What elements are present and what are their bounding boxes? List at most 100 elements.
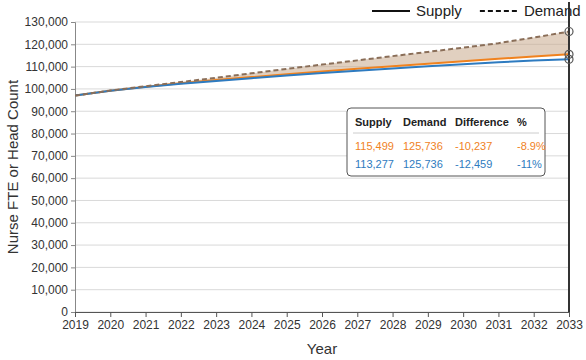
x-tick: 2020: [97, 312, 124, 332]
x-tick-label: 2022: [168, 318, 195, 332]
x-tick-mark: [393, 312, 394, 317]
x-tick: 2026: [309, 312, 336, 332]
y-tick-mark: [71, 67, 75, 68]
x-tick-mark: [251, 312, 252, 317]
y-tick-label: 70,000: [31, 149, 68, 163]
y-axis: 010,00020,00030,00040,00050,00060,00070,…: [25, 15, 76, 319]
y-tick: 60,000: [31, 171, 75, 185]
x-tick-mark: [181, 312, 182, 317]
y-tick: 90,000: [31, 105, 75, 119]
y-tick-mark: [71, 156, 75, 157]
x-tick: 2023: [203, 312, 230, 332]
x-tick: 2029: [415, 312, 442, 332]
y-tick: 80,000: [31, 127, 75, 141]
y-tick: 50,000: [31, 194, 75, 208]
grid-line: [75, 88, 569, 89]
table-header: Demand: [403, 116, 446, 128]
y-tick-mark: [71, 245, 75, 246]
y-tick: 10,000: [31, 283, 75, 297]
grid-line: [75, 222, 569, 223]
x-tick-label: 2029: [415, 318, 442, 332]
table-header: Difference: [455, 116, 509, 128]
x-tick-label: 2019: [62, 318, 89, 332]
x-tick-label: 2027: [344, 318, 371, 332]
y-tick-label: 130,000: [25, 15, 69, 29]
table-header: %: [517, 116, 527, 128]
y-tick-mark: [71, 22, 75, 23]
grid-line: [75, 22, 569, 23]
x-tick-mark: [463, 312, 464, 317]
x-tick-mark: [110, 312, 111, 317]
y-tick-mark: [71, 223, 75, 224]
grid-line: [75, 200, 569, 201]
x-tick-mark: [498, 312, 499, 317]
x-tick-mark: [357, 312, 358, 317]
x-tick-mark: [216, 312, 217, 317]
table-cell: -11%: [517, 158, 542, 170]
end-marker: [565, 28, 573, 36]
y-tick-label: 40,000: [31, 216, 68, 230]
cursor-line: [568, 2, 570, 312]
y-tick-label: 10,000: [31, 283, 68, 297]
y-tick: 20,000: [31, 261, 75, 275]
x-tick-label: 2026: [309, 318, 336, 332]
x-tick-mark: [146, 312, 147, 317]
y-tick-label: 80,000: [31, 127, 68, 141]
grid-line: [75, 245, 569, 246]
legend-label: Supply: [416, 2, 462, 19]
x-axis-title: Year: [307, 340, 337, 357]
grid-line: [75, 267, 569, 268]
y-tick-mark: [71, 290, 75, 291]
table-cell: 113,277: [355, 158, 394, 170]
y-tick-mark: [71, 111, 75, 112]
table-cell: 115,499: [355, 140, 394, 152]
x-tick-label: 2031: [486, 318, 513, 332]
legend-swatch: [480, 10, 518, 12]
series-line: [75, 54, 569, 95]
annotation-table: SupplyDemandDifference%115,499125,736-10…: [347, 108, 546, 176]
x-tick-label: 2033: [556, 318, 583, 332]
table-header: Supply: [355, 116, 393, 128]
x-tick-label: 2021: [133, 318, 160, 332]
y-tick-mark: [71, 89, 75, 90]
x-tick-label: 2032: [521, 318, 548, 332]
y-axis-title: Nurse FTE or Head Count: [4, 79, 21, 254]
table-cell: -8.9%: [517, 140, 546, 152]
y-axis-line: [71, 23, 76, 313]
table-cell: -12,459: [455, 158, 492, 170]
y-tick-label: 110,000: [26, 60, 69, 74]
x-tick: 2031: [486, 312, 513, 332]
grid-line: [75, 178, 569, 179]
y-tick-mark: [71, 312, 75, 313]
plot-area: [75, 32, 569, 96]
y-tick-label: 20,000: [31, 261, 68, 275]
y-tick: 100,000: [25, 82, 75, 96]
x-tick-label: 2028: [380, 318, 407, 332]
y-tick-label: 100,000: [25, 82, 69, 96]
y-tick-label: 90,000: [31, 105, 68, 119]
y-tick: 70,000: [31, 149, 75, 163]
end-marker: [565, 55, 573, 63]
x-axis: 2019 2020 2021 2022 2023 2024 2025 2026 2027 2028…: [62, 312, 583, 332]
x-tick: 2025: [274, 312, 301, 332]
gap-area: [75, 32, 569, 96]
x-tick: 2032: [521, 312, 548, 332]
x-tick: 2022: [168, 312, 195, 332]
x-tick-mark: [322, 312, 323, 317]
grid: [75, 22, 569, 312]
x-tick-mark: [534, 312, 535, 317]
table-cell: 125,736: [403, 140, 443, 152]
y-tick-mark: [71, 178, 75, 179]
x-tick: 2024: [239, 312, 266, 332]
x-tick-label: 2023: [203, 318, 230, 332]
end-markers: [565, 28, 573, 64]
y-tick: 30,000: [31, 238, 75, 252]
x-tick: 2033: [556, 312, 583, 332]
table-rule: [353, 133, 539, 134]
x-tick: 2028: [380, 312, 407, 332]
x-tick-mark: [75, 312, 76, 317]
y-tick-mark: [71, 134, 75, 135]
x-axis-line: [76, 313, 570, 318]
x-tick-label: 2030: [450, 318, 477, 332]
y-tick-label: 60,000: [31, 171, 68, 185]
